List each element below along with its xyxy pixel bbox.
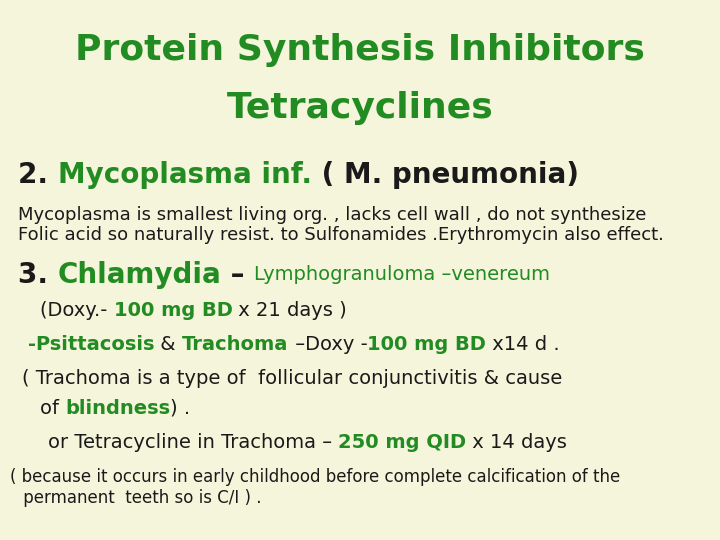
Text: –Doxy -: –Doxy - — [289, 334, 367, 354]
Text: Mycoplasma is smallest living org. , lacks cell wall , do not synthesize: Mycoplasma is smallest living org. , lac… — [18, 206, 647, 224]
Text: of: of — [40, 399, 66, 417]
Text: permanent  teeth so is C/I ) .: permanent teeth so is C/I ) . — [18, 489, 261, 507]
Text: &: & — [155, 334, 182, 354]
Text: (Doxy.-: (Doxy.- — [40, 301, 114, 321]
Text: 100 mg BD: 100 mg BD — [114, 301, 233, 321]
Text: -Psittacosis: -Psittacosis — [28, 334, 155, 354]
Text: Lymphogranuloma –venereum: Lymphogranuloma –venereum — [254, 266, 551, 285]
Text: 100 mg BD: 100 mg BD — [367, 334, 486, 354]
Text: 3.: 3. — [18, 261, 58, 289]
Text: –: – — [221, 261, 254, 289]
Text: ) .: ) . — [171, 399, 191, 417]
Text: blindness: blindness — [66, 399, 171, 417]
Text: Tetracyclines: Tetracyclines — [227, 91, 493, 125]
Text: ( Trachoma is a type of  follicular conjunctivitis & cause: ( Trachoma is a type of follicular conju… — [22, 368, 562, 388]
Text: or Tetracycline in Trachoma –: or Tetracycline in Trachoma – — [48, 434, 338, 453]
Text: x 14 days: x 14 days — [467, 434, 567, 453]
Text: Folic acid so naturally resist. to Sulfonamides .Erythromycin also effect.: Folic acid so naturally resist. to Sulfo… — [18, 226, 664, 244]
Text: Mycoplasma inf.: Mycoplasma inf. — [58, 161, 312, 189]
Text: ( M. pneumonia): ( M. pneumonia) — [312, 161, 579, 189]
Text: ( because it occurs in early childhood before complete calcification of the: ( because it occurs in early childhood b… — [10, 468, 620, 486]
Text: 250 mg QID: 250 mg QID — [338, 434, 467, 453]
Text: x 21 days ): x 21 days ) — [233, 301, 347, 321]
Text: Trachoma: Trachoma — [182, 334, 289, 354]
Text: x14 d .: x14 d . — [486, 334, 560, 354]
Text: 2.: 2. — [18, 161, 58, 189]
Text: Protein Synthesis Inhibitors: Protein Synthesis Inhibitors — [75, 33, 645, 67]
Text: Chlamydia: Chlamydia — [58, 261, 221, 289]
